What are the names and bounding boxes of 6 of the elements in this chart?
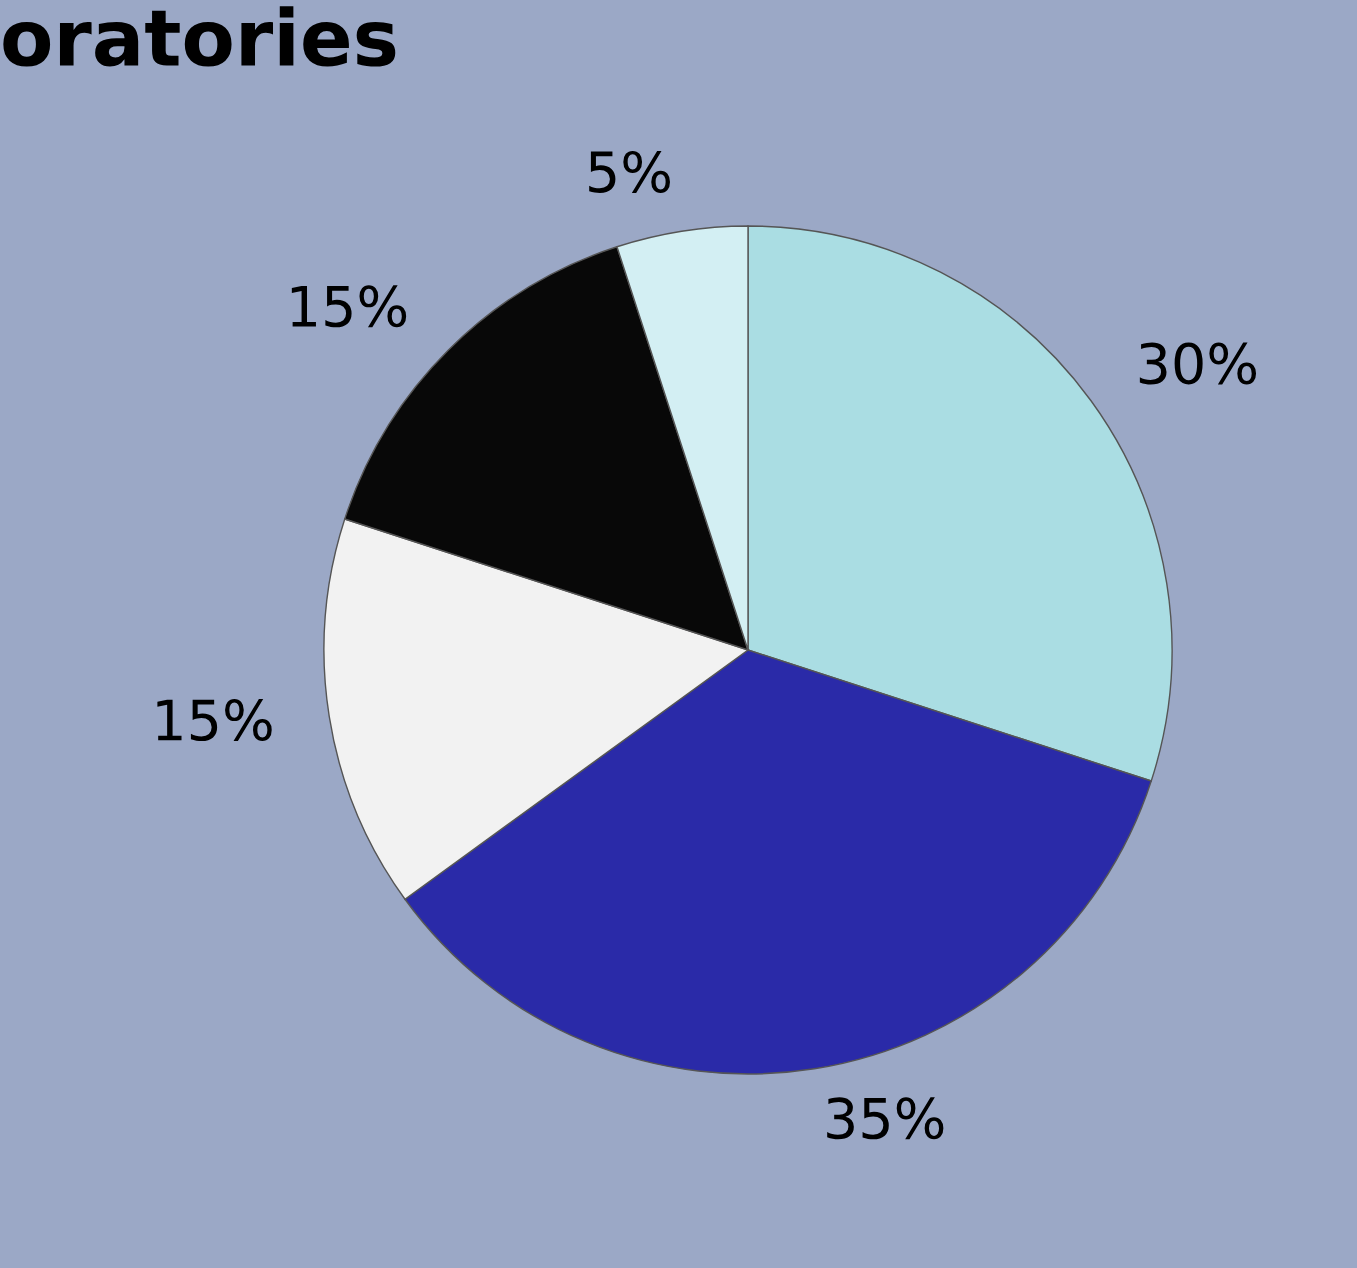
data-label: 15% <box>157 699 272 742</box>
data-label: 15% <box>291 285 407 328</box>
chart-title: oratories <box>3 6 396 67</box>
data-label: 5% <box>589 150 670 193</box>
data-label: 35% <box>827 1097 944 1140</box>
data-label: 30% <box>1139 342 1257 385</box>
